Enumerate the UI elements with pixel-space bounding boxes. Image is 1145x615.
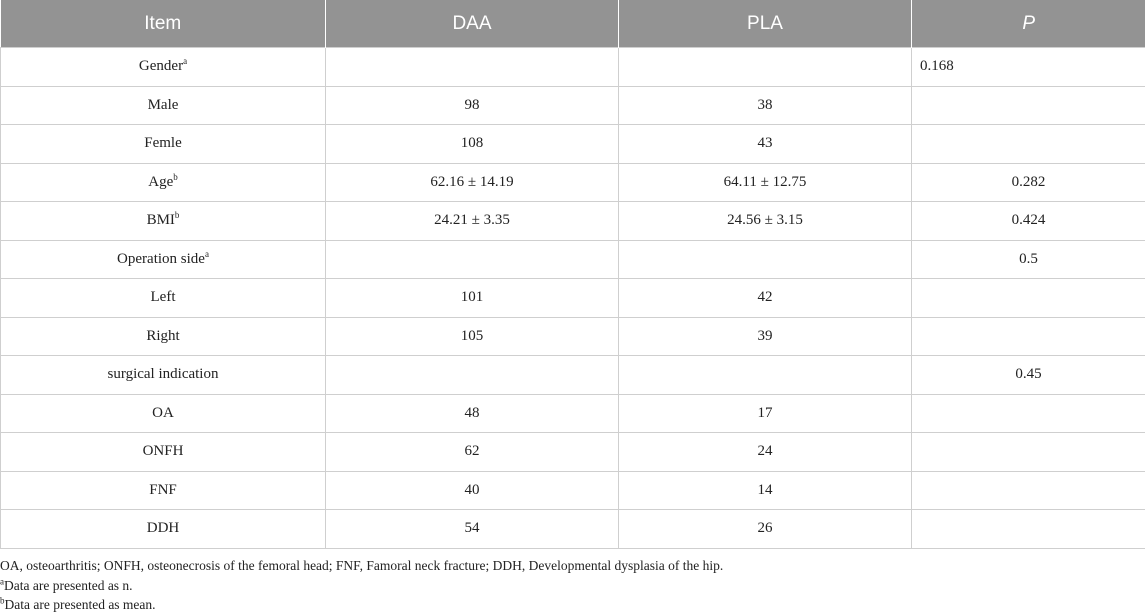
cell-pla: 39 bbox=[619, 317, 912, 356]
cell-item: surgical indication bbox=[1, 356, 326, 395]
cell-item: Gendera bbox=[1, 48, 326, 87]
cell-pla: 43 bbox=[619, 125, 912, 164]
cell-p-value bbox=[912, 471, 1145, 510]
cell-p-value bbox=[912, 510, 1145, 549]
item-label: Left bbox=[151, 289, 176, 305]
table-row: Operation sidea 0.5 bbox=[1, 240, 1145, 279]
table-row: Gendera 0.168 bbox=[1, 48, 1145, 87]
footnote-b: bData are presented as mean. bbox=[0, 595, 1145, 615]
cell-pla: 14 bbox=[619, 471, 912, 510]
footnote-a-text: Data are presented as n. bbox=[4, 578, 133, 593]
cell-item: Operation sidea bbox=[1, 240, 326, 279]
header-p-value: P bbox=[912, 0, 1145, 48]
cell-p-value bbox=[912, 394, 1145, 433]
cell-item: FNF bbox=[1, 471, 326, 510]
cell-daa bbox=[326, 356, 619, 395]
item-label: Male bbox=[148, 97, 179, 113]
footnote-a: aData are presented as n. bbox=[0, 576, 1145, 596]
cell-p-value bbox=[912, 279, 1145, 318]
item-label: surgical indication bbox=[108, 366, 219, 382]
item-footnote-mark: b bbox=[175, 210, 180, 220]
cell-pla: 64.11 ± 12.75 bbox=[619, 163, 912, 202]
item-label: DDH bbox=[147, 520, 180, 536]
table-header: Item DAA PLA P bbox=[1, 0, 1145, 48]
item-label: ONFH bbox=[143, 443, 184, 459]
cell-daa: 62.16 ± 14.19 bbox=[326, 163, 619, 202]
item-footnote-mark: a bbox=[205, 249, 209, 259]
cell-daa: 40 bbox=[326, 471, 619, 510]
cell-item: OA bbox=[1, 394, 326, 433]
cell-pla: 26 bbox=[619, 510, 912, 549]
cell-daa bbox=[326, 48, 619, 87]
cell-item: Femle bbox=[1, 125, 326, 164]
cell-pla: 24.56 ± 3.15 bbox=[619, 202, 912, 241]
cell-item: Left bbox=[1, 279, 326, 318]
cell-pla: 17 bbox=[619, 394, 912, 433]
cell-item: Right bbox=[1, 317, 326, 356]
cell-daa: 62 bbox=[326, 433, 619, 472]
table-row: surgical indication 0.45 bbox=[1, 356, 1145, 395]
item-label: BMI bbox=[147, 212, 175, 228]
cell-pla: 38 bbox=[619, 86, 912, 125]
cell-daa: 105 bbox=[326, 317, 619, 356]
item-label: Femle bbox=[144, 135, 182, 151]
item-footnote-mark: b bbox=[173, 172, 178, 182]
item-label: Age bbox=[148, 174, 173, 190]
cell-daa: 98 bbox=[326, 86, 619, 125]
cell-p-value: 0.424 bbox=[912, 202, 1145, 241]
item-footnote-mark: a bbox=[183, 56, 187, 66]
item-label: Right bbox=[146, 328, 179, 344]
cell-p-value: 0.5 bbox=[912, 240, 1145, 279]
item-label: Operation side bbox=[117, 251, 205, 267]
header-item: Item bbox=[1, 0, 326, 48]
cell-p-value bbox=[912, 317, 1145, 356]
header-pla: PLA bbox=[619, 0, 912, 48]
footnote-b-text: Data are presented as mean. bbox=[5, 597, 156, 612]
cell-pla bbox=[619, 356, 912, 395]
table-footnotes: OA, osteoarthritis; ONFH, osteonecrosis … bbox=[0, 556, 1145, 615]
cell-p-value bbox=[912, 433, 1145, 472]
cell-pla bbox=[619, 240, 912, 279]
cell-daa: 24.21 ± 3.35 bbox=[326, 202, 619, 241]
cell-pla: 42 bbox=[619, 279, 912, 318]
cell-item: ONFH bbox=[1, 433, 326, 472]
cell-daa: 48 bbox=[326, 394, 619, 433]
cell-p-value bbox=[912, 125, 1145, 164]
cell-daa: 54 bbox=[326, 510, 619, 549]
header-daa: DAA bbox=[326, 0, 619, 48]
cell-item: DDH bbox=[1, 510, 326, 549]
cell-daa: 108 bbox=[326, 125, 619, 164]
cell-pla bbox=[619, 48, 912, 87]
cell-daa bbox=[326, 240, 619, 279]
item-label: OA bbox=[152, 405, 174, 421]
item-label: Gender bbox=[139, 58, 183, 74]
cell-p-value: 0.168 bbox=[912, 48, 1145, 87]
abbreviations-note: OA, osteoarthritis; ONFH, osteonecrosis … bbox=[0, 556, 1145, 576]
cell-pla: 24 bbox=[619, 433, 912, 472]
cell-item: Male bbox=[1, 86, 326, 125]
cell-p-value: 0.282 bbox=[912, 163, 1145, 202]
cell-daa: 101 bbox=[326, 279, 619, 318]
cell-p-value bbox=[912, 86, 1145, 125]
cell-item: BMIb bbox=[1, 202, 326, 241]
item-label: FNF bbox=[149, 482, 177, 498]
cell-p-value: 0.45 bbox=[912, 356, 1145, 395]
cell-item: Ageb bbox=[1, 163, 326, 202]
header-row: Item DAA PLA P bbox=[1, 0, 1145, 48]
